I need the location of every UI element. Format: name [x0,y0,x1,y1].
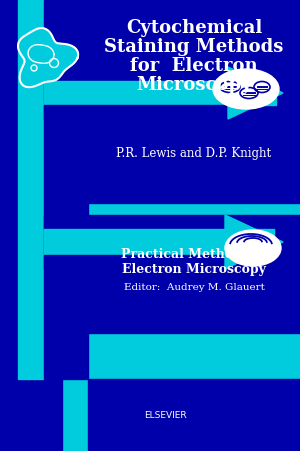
Text: Editor:  Audrey M. Glauert: Editor: Audrey M. Glauert [124,284,264,293]
Ellipse shape [225,230,281,266]
Polygon shape [228,67,283,119]
Bar [44,105,234,119]
Text: Cytochemical: Cytochemical [126,19,262,37]
Text: Microscopy: Microscopy [136,76,252,94]
Text: Practical Methods in: Practical Methods in [121,248,267,261]
Bar [88,225,300,333]
Text: Electron Microscopy: Electron Microscopy [122,263,266,276]
Bar [44,229,274,255]
Bar [0,379,62,451]
Ellipse shape [213,69,279,109]
Bar [18,0,44,379]
Bar [44,81,276,105]
Bar [44,67,290,81]
Bar [44,0,88,379]
Bar [88,0,300,203]
Bar [44,215,300,229]
Polygon shape [225,215,283,269]
Polygon shape [18,28,78,87]
Bar [0,0,18,379]
Text: for  Electron: for Electron [130,57,258,75]
Text: ELSEVIER: ELSEVIER [144,411,186,420]
Bar [44,255,239,269]
Text: Staining Methods: Staining Methods [104,38,284,56]
Bar [88,379,300,451]
Text: P.R. Lewis and D.P. Knight: P.R. Lewis and D.P. Knight [116,147,272,160]
